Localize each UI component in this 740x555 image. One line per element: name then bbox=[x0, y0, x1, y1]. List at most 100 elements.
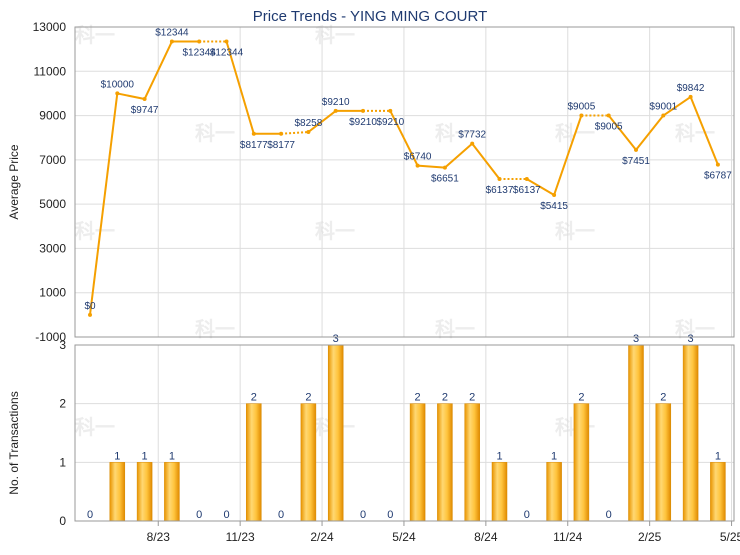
watermark-glyph: 科一 bbox=[75, 219, 115, 243]
transaction-count-label: 1 bbox=[715, 450, 721, 462]
watermark-glyph: 科一 bbox=[435, 121, 475, 145]
transaction-bar bbox=[546, 462, 562, 522]
transaction-bar bbox=[136, 462, 153, 522]
price-point bbox=[579, 113, 584, 118]
transaction-bar bbox=[464, 403, 480, 522]
price-line-segment bbox=[471, 143, 501, 180]
x-tick-label: 5/25 bbox=[720, 530, 740, 544]
transaction-bar bbox=[682, 344, 699, 522]
price-line-segment bbox=[662, 96, 692, 117]
price-y-tick-label: 9000 bbox=[39, 109, 66, 123]
price-point bbox=[333, 108, 338, 113]
watermark-glyph: 科一 bbox=[555, 219, 595, 243]
price-line-segment bbox=[526, 178, 555, 196]
price-line-segment bbox=[689, 96, 719, 165]
transactions-plot-frame bbox=[74, 344, 735, 522]
transaction-count-label: 2 bbox=[251, 392, 257, 404]
transaction-count-label: 2 bbox=[305, 392, 311, 404]
transaction-count-label: 3 bbox=[633, 333, 639, 345]
price-point bbox=[88, 312, 92, 317]
price-point bbox=[169, 39, 174, 44]
x-tick-label: 2/24 bbox=[310, 530, 334, 544]
price-line-series bbox=[88, 39, 720, 317]
price-point-label: $12344 bbox=[183, 48, 217, 59]
price-point bbox=[306, 130, 311, 135]
transactions-y-tick-label: 1 bbox=[59, 455, 66, 469]
transaction-count-label: 1 bbox=[142, 450, 148, 462]
price-line-segment bbox=[444, 142, 473, 169]
chart-title: Price Trends - YING MING COURT bbox=[253, 8, 488, 25]
transaction-bar bbox=[246, 403, 262, 522]
x-tick-label: 2/25 bbox=[638, 530, 662, 544]
watermark-layer: 科一科一科一科一科一科一科一科一科一科一科一科一科一科一科一 bbox=[75, 23, 715, 439]
price-point bbox=[224, 39, 229, 44]
transaction-bar bbox=[655, 403, 672, 522]
transaction-bar bbox=[573, 403, 590, 522]
price-line-segment bbox=[225, 41, 255, 135]
x-tick-label: 11/24 bbox=[553, 530, 582, 544]
transactions-y-tick-label: 0 bbox=[59, 514, 66, 528]
price-y-tick-label: 13000 bbox=[33, 20, 67, 34]
price-point-label: $9210 bbox=[376, 117, 404, 128]
price-point bbox=[470, 141, 475, 146]
price-point bbox=[197, 39, 202, 44]
watermark-glyph: 科一 bbox=[195, 121, 235, 145]
transaction-count-label: 0 bbox=[87, 509, 93, 521]
price-point bbox=[715, 162, 720, 167]
transaction-count-label: 3 bbox=[688, 333, 694, 345]
transaction-bars: 0 1 1 1 0 0 2 0 2 3 0 0 2 2 2 1 0 1 2 0 3 2 3 1 bbox=[87, 333, 726, 522]
price-point bbox=[524, 176, 529, 181]
price-line-segment bbox=[89, 93, 119, 315]
price-point-label: $9210 bbox=[322, 97, 350, 108]
transaction-count-label: 1 bbox=[114, 450, 120, 462]
price-point-label: $6740 bbox=[404, 152, 432, 163]
watermark-glyph: 科一 bbox=[315, 219, 355, 243]
price-point bbox=[142, 97, 147, 102]
price-line-segment bbox=[117, 92, 145, 101]
transaction-count-label: 1 bbox=[169, 450, 175, 462]
price-line-segment bbox=[281, 131, 309, 135]
price-plot-frame bbox=[74, 26, 735, 338]
transaction-count-label: 0 bbox=[196, 509, 202, 521]
x-tick-label: 8/24 bbox=[474, 530, 498, 544]
price-point-label: $0 bbox=[84, 301, 96, 312]
transactions-y-tick-label: 2 bbox=[59, 397, 66, 411]
price-point bbox=[552, 192, 557, 197]
price-point bbox=[361, 108, 365, 113]
transaction-count-label: 0 bbox=[606, 509, 612, 521]
price-point-label: $9001 bbox=[649, 102, 677, 113]
transaction-bar bbox=[409, 403, 426, 522]
price-point-label: $12344 bbox=[155, 28, 189, 39]
price-point-label: $9747 bbox=[131, 105, 159, 116]
transaction-count-label: 0 bbox=[278, 509, 284, 521]
price-line-segment bbox=[389, 110, 419, 167]
price-point bbox=[497, 176, 502, 181]
x-tick-label: 11/23 bbox=[226, 530, 255, 544]
price-point-label: $7451 bbox=[622, 156, 650, 167]
price-point bbox=[415, 163, 420, 168]
price-point bbox=[661, 113, 666, 118]
price-point-label: $6787 bbox=[704, 171, 732, 182]
transaction-count-label: 3 bbox=[333, 333, 339, 345]
price-point-label: $9005 bbox=[567, 101, 595, 112]
price-axis-ticks: -1000 1000 3000 5000 7000 9000 11000 13000 bbox=[33, 20, 67, 344]
price-point-label: $9210 bbox=[349, 117, 377, 128]
price-y-tick-label: 5000 bbox=[39, 197, 66, 211]
price-point-label: $8177 bbox=[240, 140, 268, 151]
price-point bbox=[251, 131, 256, 136]
price-line-segment bbox=[635, 114, 665, 151]
price-point-label: $7732 bbox=[458, 130, 486, 141]
price-y-axis-label: Average Price bbox=[7, 144, 21, 219]
price-y-tick-label: 11000 bbox=[34, 64, 67, 78]
price-line-segment bbox=[417, 164, 445, 169]
transaction-bar bbox=[437, 403, 453, 522]
price-point-label: $8177 bbox=[267, 140, 295, 151]
price-line-segment bbox=[553, 115, 583, 196]
price-gridlines bbox=[75, 26, 734, 338]
price-point-label: $6137 bbox=[486, 185, 514, 196]
transaction-bar bbox=[327, 344, 344, 522]
transactions-y-tick-label: 3 bbox=[59, 338, 66, 352]
transaction-bar bbox=[628, 344, 644, 522]
transaction-bar bbox=[300, 403, 317, 522]
